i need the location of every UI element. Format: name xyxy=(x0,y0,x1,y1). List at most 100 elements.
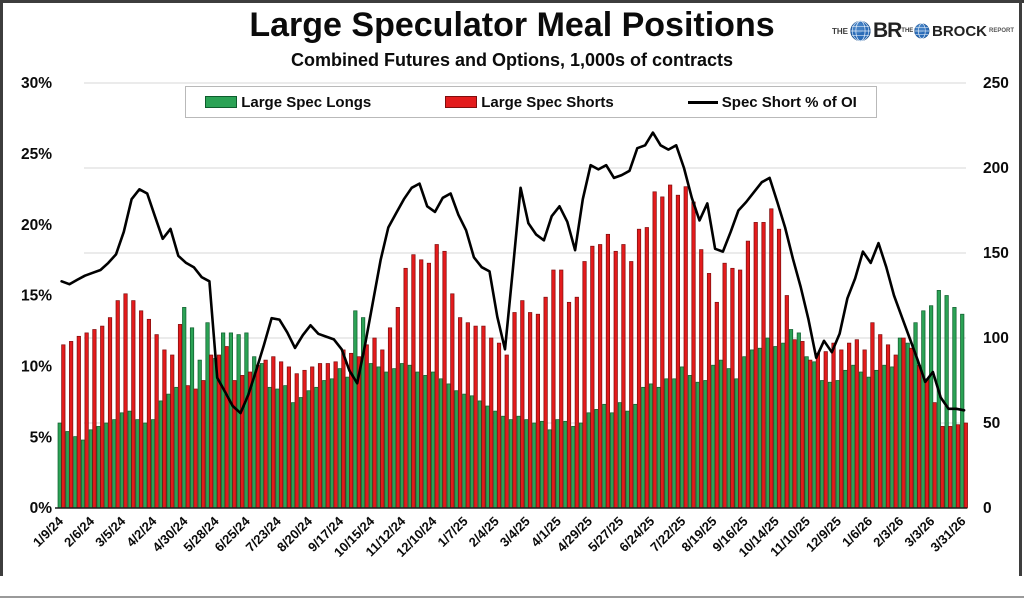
x-axis-tick-label: 3/5/24 xyxy=(92,513,129,550)
frame-border-right xyxy=(1019,0,1022,576)
short-bar xyxy=(566,301,572,509)
left-axis-tick-label: 0% xyxy=(30,500,53,517)
right-axis-tick-label: 50 xyxy=(983,415,1000,432)
short-bar xyxy=(380,349,385,509)
short-bar xyxy=(473,325,478,509)
long-bar xyxy=(882,364,887,509)
short-bar xyxy=(955,424,961,509)
brock-report-logo: THE BR THE BROCK REPORT xyxy=(832,12,1014,50)
short-bar xyxy=(815,352,821,509)
long-bar xyxy=(322,380,327,509)
short-bar xyxy=(948,426,953,509)
long-bar xyxy=(586,412,591,509)
x-axis-tick-label: 2/3/26 xyxy=(870,514,906,550)
long-bar xyxy=(119,412,124,509)
right-axis-tick-label: 250 xyxy=(983,75,1009,92)
long-bar xyxy=(112,419,117,509)
x-axis-tick-label: 1/7/25 xyxy=(435,514,471,550)
legend-shorts-label: Large Spec Shorts xyxy=(481,93,614,111)
long-bar xyxy=(189,327,195,509)
long-bar xyxy=(205,322,210,509)
long-bar xyxy=(555,419,560,509)
long-bar xyxy=(88,429,93,509)
short-bar xyxy=(115,300,120,509)
short-bar xyxy=(847,342,852,509)
long-bar xyxy=(259,363,265,509)
chart-subtitle: Combined Futures and Options, 1,000s of … xyxy=(290,50,734,70)
short-bar xyxy=(185,385,190,509)
legend-item-shorts: Large Spec Shorts xyxy=(445,94,614,111)
short-bar xyxy=(598,244,603,509)
short-bar xyxy=(310,366,315,509)
short-bar xyxy=(543,296,548,509)
short-bar xyxy=(84,332,89,509)
short-bar xyxy=(341,349,346,509)
short-bar xyxy=(769,208,774,509)
long-bar xyxy=(182,307,187,509)
long-bar xyxy=(493,410,498,509)
logo-br-text: BR xyxy=(872,19,902,42)
left-axis-tick-label: 25% xyxy=(21,146,52,163)
short-bar xyxy=(862,349,867,509)
short-bar xyxy=(395,307,400,509)
long-bar xyxy=(781,342,786,509)
long-bar xyxy=(446,383,451,509)
short-bar xyxy=(675,194,681,509)
long-bar xyxy=(897,337,903,509)
long-bar xyxy=(228,332,233,509)
short-bar xyxy=(92,329,97,509)
long-bar xyxy=(104,422,109,509)
long-bar xyxy=(151,419,156,509)
long-bar xyxy=(812,361,817,509)
long-bar xyxy=(80,439,86,509)
legend-item-line: Spec Short % of OI xyxy=(687,94,857,111)
short-bar xyxy=(512,312,517,509)
short-bar xyxy=(364,344,369,509)
x-axis-tick-label: 3/4/25 xyxy=(497,514,533,550)
short-bar xyxy=(574,296,579,509)
long-bar xyxy=(213,358,218,509)
long-bar xyxy=(711,364,716,509)
long-bar xyxy=(633,403,638,509)
long-bar xyxy=(796,332,801,509)
short-bar xyxy=(255,364,260,509)
short-bar xyxy=(209,354,214,509)
short-bar xyxy=(668,184,673,509)
short-bar xyxy=(652,191,657,509)
short-bar xyxy=(582,261,587,509)
short-bar xyxy=(691,201,696,509)
x-axis-tick-label: 2/4/25 xyxy=(466,514,502,550)
long-bar xyxy=(571,426,576,509)
long-bar xyxy=(788,329,794,509)
long-bar xyxy=(664,378,669,509)
x-axis-tick-label: 1/9/24 xyxy=(30,513,67,550)
right-axis-tick-label: 100 xyxy=(983,330,1009,347)
long-bar xyxy=(73,436,78,509)
long-bar xyxy=(174,386,179,509)
long-bar xyxy=(617,402,623,509)
short-bar xyxy=(458,317,463,509)
long-bar xyxy=(765,337,770,509)
short-bar xyxy=(831,342,836,509)
long-bar xyxy=(508,419,514,509)
long-bar xyxy=(641,386,646,509)
long-bar xyxy=(127,410,132,509)
long-bar xyxy=(221,332,226,509)
short-bar xyxy=(528,312,533,509)
logo-the-text: THE xyxy=(832,26,848,36)
short-bar xyxy=(162,349,167,509)
long-bar xyxy=(197,359,202,509)
long-bar xyxy=(267,386,272,509)
long-bar xyxy=(477,400,482,509)
long-bar xyxy=(672,378,677,509)
long-bar xyxy=(236,334,241,509)
long-bar xyxy=(734,378,739,509)
short-bar xyxy=(481,325,486,509)
legend-longs-label: Large Spec Longs xyxy=(241,93,372,111)
short-bar xyxy=(294,373,299,509)
short-bar xyxy=(621,244,626,509)
chart-title: Large Speculator Meal Positions xyxy=(249,6,775,44)
short-bar xyxy=(893,354,898,509)
short-bar xyxy=(465,322,470,509)
short-bar xyxy=(706,273,712,509)
